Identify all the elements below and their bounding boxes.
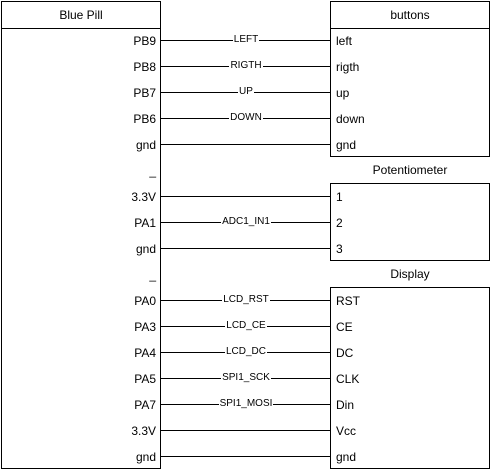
wire [161, 144, 331, 145]
buttons-pin: down [336, 112, 365, 126]
wire [161, 40, 331, 41]
display-pin: Vcc [336, 424, 357, 438]
display-pin: CE [336, 320, 353, 334]
blue-pill-pin: PA5 [134, 372, 156, 386]
buttons-pin: up [336, 86, 350, 100]
blue-pill-pin: PA1 [134, 216, 156, 230]
wire [161, 456, 331, 457]
blue-pill-pin: PA0 [134, 294, 156, 308]
blue-pill-pin: PA7 [134, 398, 156, 412]
display-pin: gnd [336, 450, 357, 464]
display-pin: CLK [336, 372, 360, 386]
blue-pill-title: Blue Pill [2, 2, 160, 29]
wire [161, 352, 331, 353]
blue-pill-pin: PA3 [134, 320, 156, 334]
blue-pill-pin: gnd [135, 242, 156, 256]
blue-pill-pin: gnd [135, 138, 156, 152]
wire [161, 196, 331, 197]
wire [161, 326, 331, 327]
buttons-pin: rigth [336, 60, 360, 74]
blue-pill-pin: PB9 [133, 34, 156, 48]
buttons-pin: left [336, 34, 353, 48]
blue-pill-pin: 3.3V [131, 190, 156, 204]
potentiometer-pin: 3 [336, 242, 343, 256]
display-pin: RST [336, 294, 360, 308]
potentiometer-pin: 1 [336, 190, 343, 204]
wire [161, 118, 331, 119]
blue-pill-pin: 3.3V [131, 424, 156, 438]
blue-pill-pin: _ [149, 268, 156, 282]
display-title: Display [330, 260, 490, 288]
wire [161, 248, 331, 249]
wire [161, 404, 331, 405]
display-pin: DC [336, 346, 354, 360]
potentiometer-pin: 2 [336, 216, 343, 230]
blue-pill-block: Blue Pill PB9 PB8 PB7 PB6 gnd _ 3.3V PA1… [1, 1, 161, 469]
wire [161, 300, 331, 301]
display-pin: Din [336, 398, 355, 412]
peripherals-block: buttons left rigth up down gnd Potentiom… [330, 1, 490, 469]
blue-pill-pin: _ [149, 164, 156, 178]
potentiometer-title: Potentiometer [330, 156, 490, 184]
blue-pill-pin: PB7 [133, 86, 156, 100]
wire [161, 92, 331, 93]
wire [161, 222, 331, 223]
buttons-title: buttons [331, 2, 489, 29]
buttons-pin: gnd [336, 138, 357, 152]
blue-pill-pin: PB6 [133, 112, 156, 126]
wire [161, 378, 331, 379]
blue-pill-pin: PB8 [133, 60, 156, 74]
wire [161, 66, 331, 67]
wire [161, 430, 331, 431]
blue-pill-pin: gnd [135, 450, 156, 464]
blue-pill-pin: PA4 [134, 346, 156, 360]
